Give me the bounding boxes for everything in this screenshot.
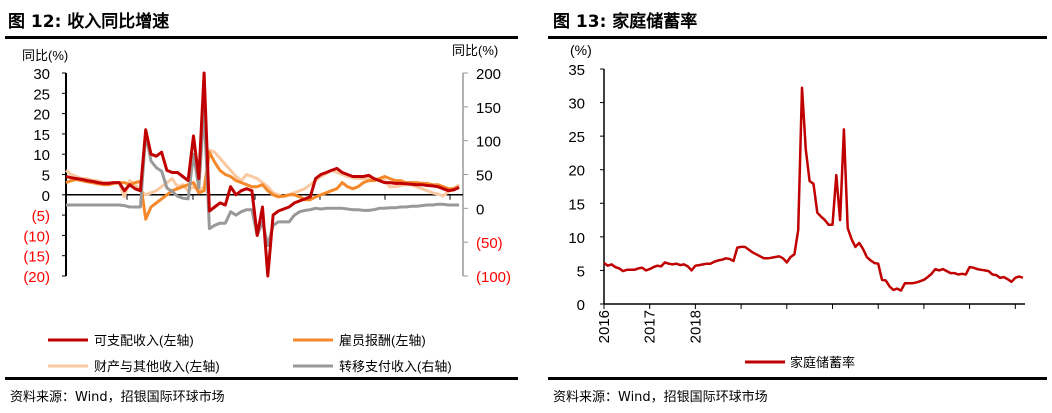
right-y-tick-label: 0 bbox=[476, 201, 484, 218]
y-tick-label: 25 bbox=[568, 129, 585, 146]
series-line-2 bbox=[65, 148, 460, 199]
left-y-tick-label: 30 bbox=[33, 66, 50, 83]
left-axis-unit: 同比(%) bbox=[22, 48, 68, 63]
left-y-tick-label: 15 bbox=[33, 127, 50, 144]
y-tick-label: 20 bbox=[568, 163, 585, 180]
legend-label: 可支配收入(左轴) bbox=[94, 333, 194, 348]
left-source: 资料来源：Wind，招银国际环球市场 bbox=[10, 390, 225, 405]
right-y-tick-label: 150 bbox=[476, 100, 501, 117]
right-bottom-rule bbox=[548, 377, 1047, 380]
right-y-tick-label: 100 bbox=[476, 134, 501, 151]
left-top-rule bbox=[5, 36, 518, 39]
right-y-tick-label: (50) bbox=[476, 235, 503, 252]
right-y-tick-label: (100) bbox=[476, 269, 511, 286]
left-y-tick-label: 25 bbox=[33, 86, 50, 103]
left-y-tick-label: (20) bbox=[23, 269, 50, 286]
savings-rate-line bbox=[603, 86, 1024, 292]
left-chart-title: 图 12: 收入同比增速 bbox=[8, 12, 170, 32]
legend-label: 家庭储蓄率 bbox=[790, 355, 855, 370]
x-tick-label: 2018 bbox=[687, 310, 704, 343]
right-chart-axis-unit: (%) bbox=[570, 42, 592, 58]
right-y-tick-label: 200 bbox=[476, 66, 501, 83]
legend-label: 雇员报酬(左轴) bbox=[339, 333, 426, 348]
right-top-rule bbox=[548, 36, 1047, 39]
left-y-tick-label: 5 bbox=[42, 168, 50, 185]
left-y-tick-label: 10 bbox=[33, 147, 50, 164]
y-tick-label: 0 bbox=[577, 297, 585, 314]
legend-label: 财产与其他收入(左轴) bbox=[94, 359, 220, 374]
left-y-tick-label: (10) bbox=[23, 228, 50, 245]
y-tick-label: 30 bbox=[568, 96, 585, 113]
y-tick-label: 5 bbox=[577, 263, 585, 280]
right-y-tick-label: 50 bbox=[476, 168, 493, 185]
series-line-0 bbox=[65, 71, 460, 278]
y-tick-label: 15 bbox=[568, 196, 585, 213]
left-y-tick-label: (15) bbox=[23, 249, 50, 266]
left-y-tick-label: (5) bbox=[32, 208, 50, 225]
y-tick-label: 10 bbox=[568, 230, 585, 247]
left-y-tick-label: 20 bbox=[33, 107, 50, 124]
left-bottom-rule bbox=[5, 377, 518, 380]
x-tick-label: 2017 bbox=[642, 310, 659, 343]
right-chart-title: 图 13: 家庭储蓄率 bbox=[553, 12, 698, 32]
series-line-1 bbox=[65, 150, 460, 221]
y-tick-label: 35 bbox=[568, 62, 585, 79]
right-source: 资料来源：Wind，招银国际环球市场 bbox=[553, 390, 768, 405]
right-axis-unit: 同比(%) bbox=[452, 43, 498, 58]
x-tick-label: 2016 bbox=[596, 310, 613, 343]
legend-label: 转移支付收入(右轴) bbox=[339, 359, 452, 374]
left-y-tick-label: 0 bbox=[42, 188, 50, 205]
